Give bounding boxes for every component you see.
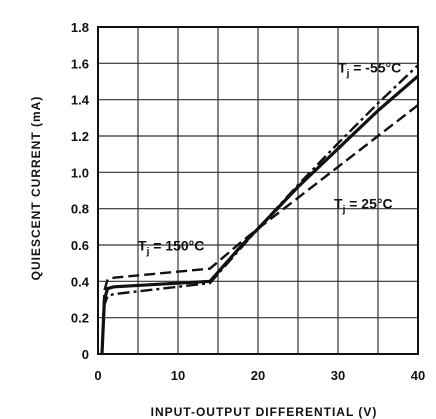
x-tick-label: 10 xyxy=(171,368,185,383)
annotations: Tj = -55°C Tj = 25°C Tj = 150°C xyxy=(138,59,401,257)
series-annotation: Tj = 25°C xyxy=(334,196,393,216)
y-tick-label: 0.4 xyxy=(71,274,90,289)
tick-labels: 0 0.2 0.4 0.6 0.8 1.0 1.2 1.4 1.6 1.8 0 10 20 30 40 xyxy=(71,20,425,383)
y-tick-label: 1.6 xyxy=(71,56,89,71)
x-tick-label: 0 xyxy=(94,368,101,383)
x-tick-label: 40 xyxy=(411,368,425,383)
y-tick-label: 1.4 xyxy=(71,93,90,108)
y-tick-label: 1.8 xyxy=(71,20,89,35)
x-axis-title: INPUT-OUTPUT DIFFERENTIAL (V) xyxy=(151,405,378,419)
y-tick-label: 0.6 xyxy=(71,238,89,253)
series-line-3 xyxy=(100,64,419,355)
series-annotation: Tj = 150°C xyxy=(138,237,204,257)
series-annotation: Tj = -55°C xyxy=(338,59,401,79)
series-lines xyxy=(100,64,420,355)
y-tick-label: 1.0 xyxy=(71,165,89,180)
grid xyxy=(97,26,419,355)
y-tick-label: 1.2 xyxy=(71,129,89,144)
plot-frame xyxy=(97,26,419,355)
y-tick-label: 0.8 xyxy=(71,202,89,217)
y-tick-label: 0.2 xyxy=(71,311,89,326)
series-line-1 xyxy=(100,104,419,355)
x-tick-label: 30 xyxy=(331,368,345,383)
series-line-2 xyxy=(100,74,420,355)
y-tick-label: 0 xyxy=(82,347,89,362)
y-axis-title: QUIESCENT CURRENT (mA) xyxy=(29,96,43,281)
x-tick-label: 20 xyxy=(251,368,265,383)
axes xyxy=(97,26,419,355)
